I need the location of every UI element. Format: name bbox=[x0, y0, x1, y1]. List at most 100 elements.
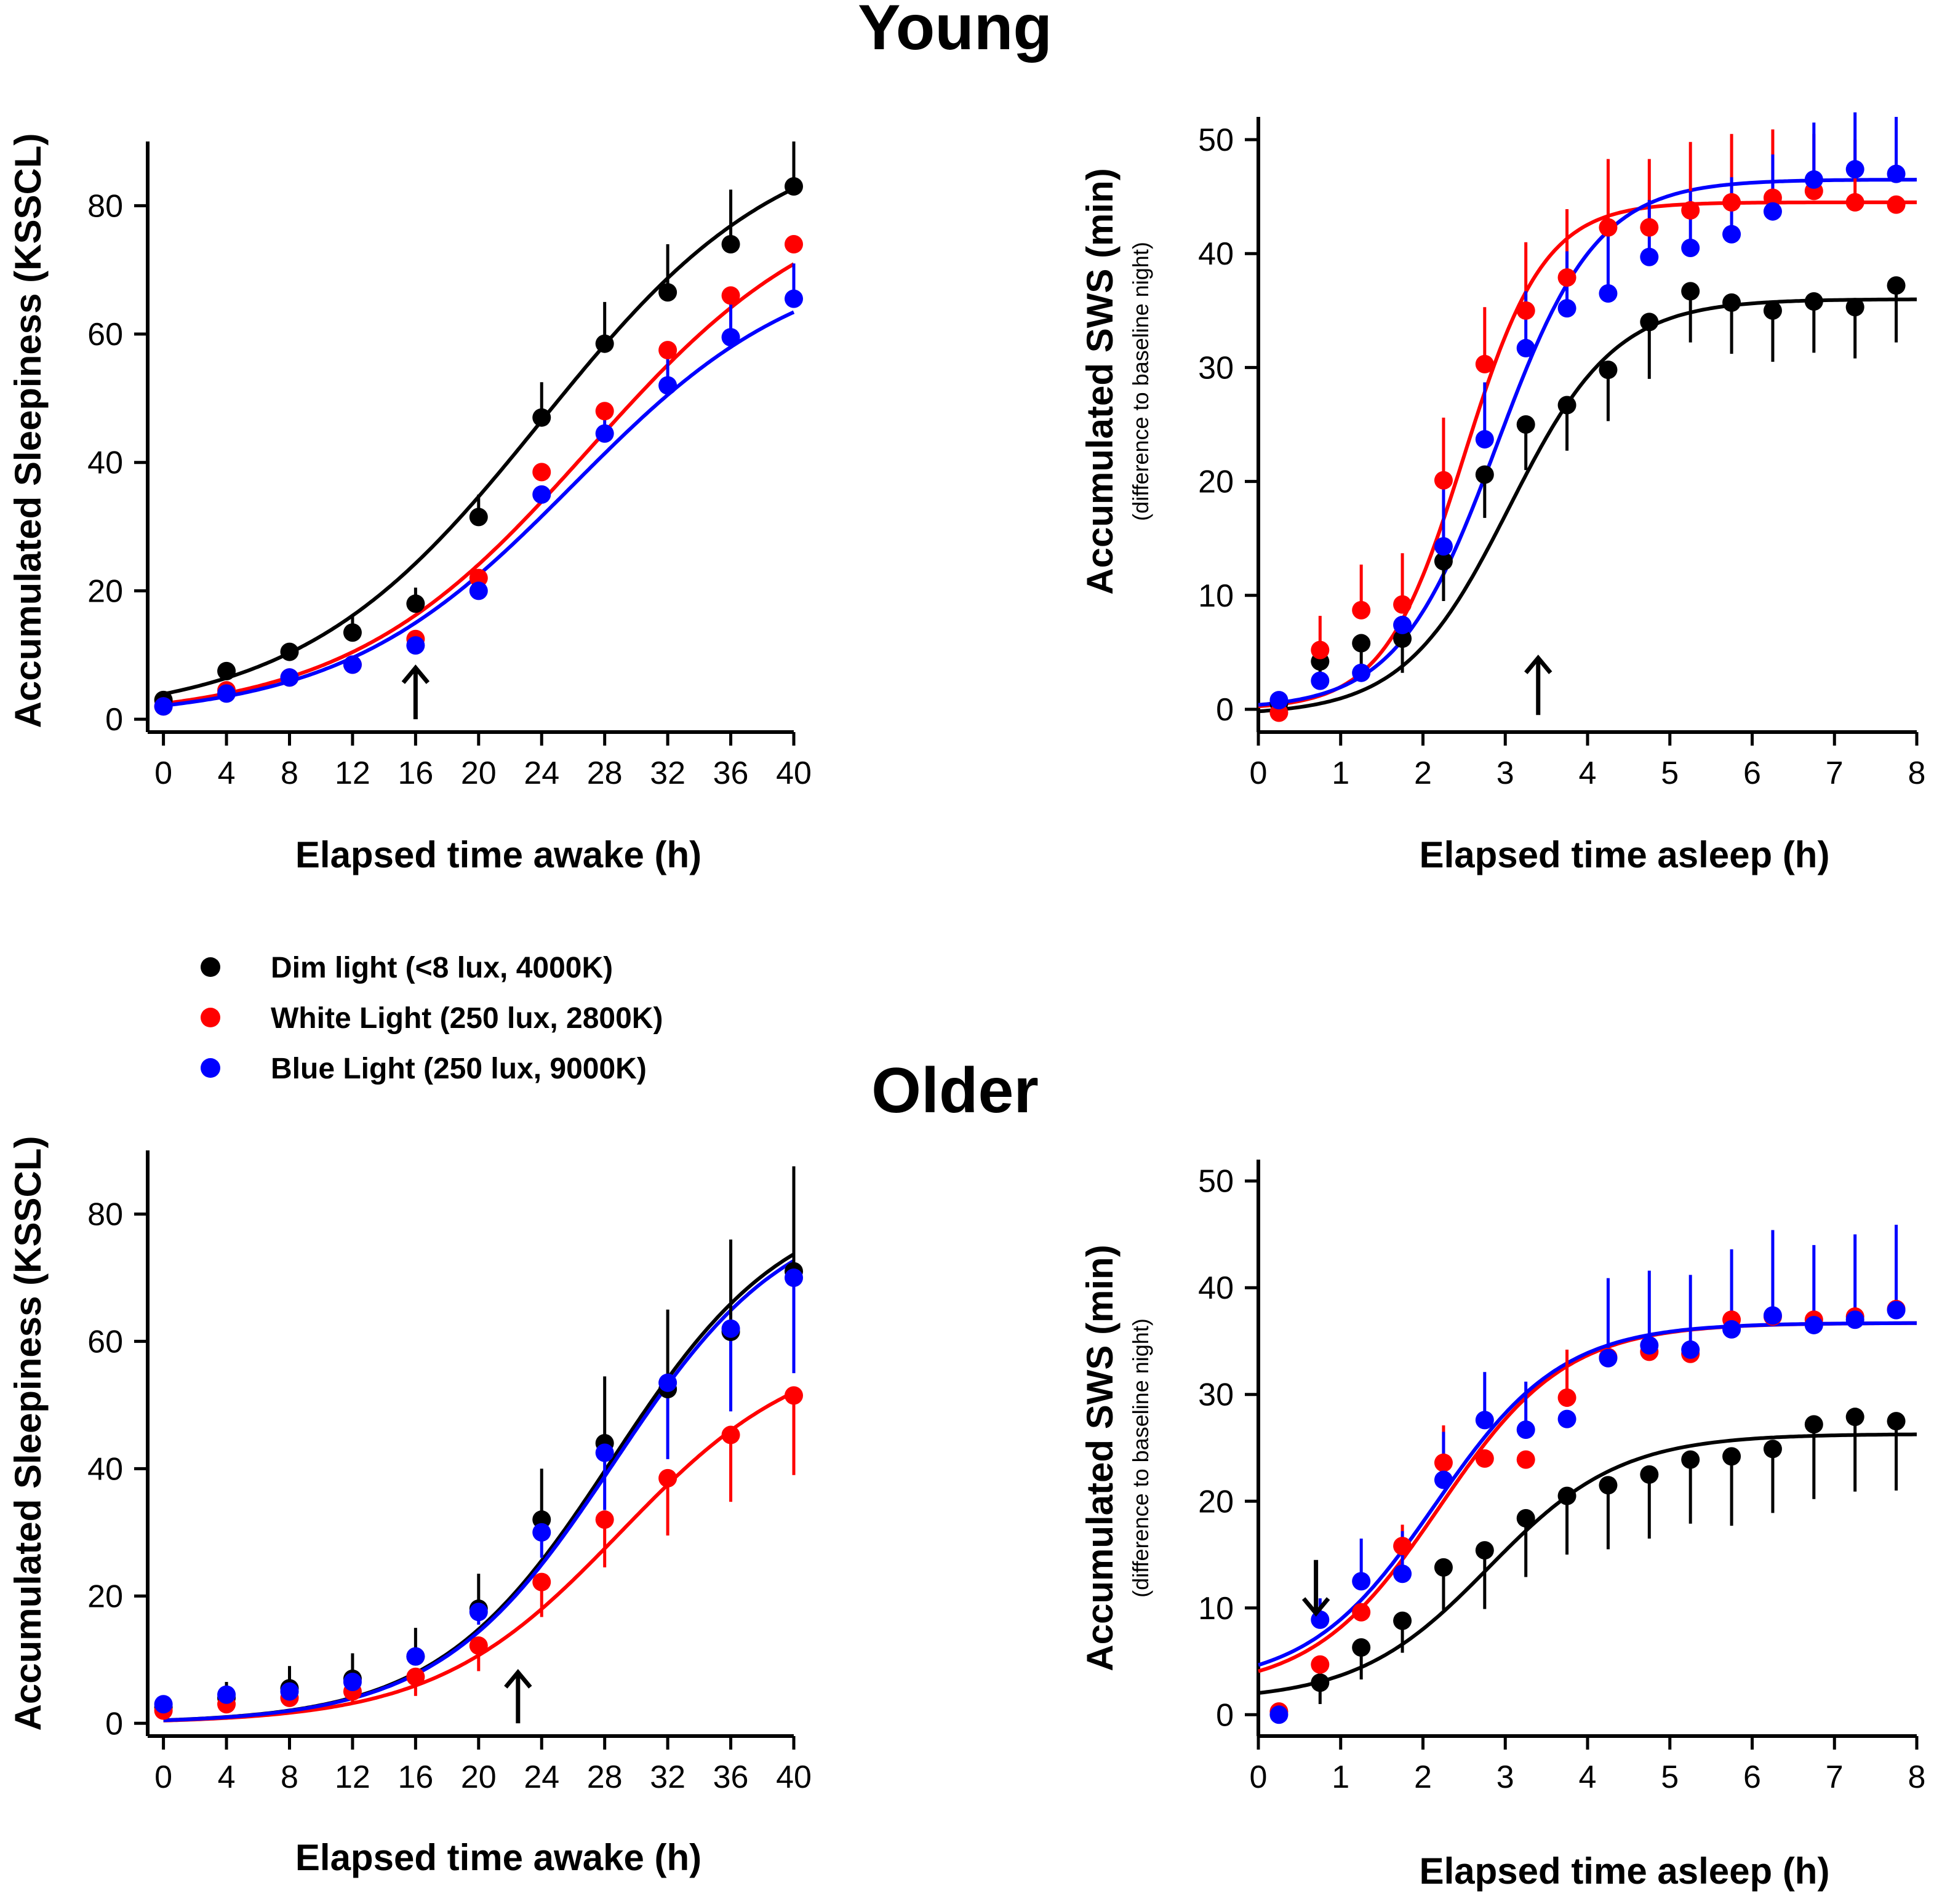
point-dim bbox=[1434, 1558, 1453, 1577]
point-dim bbox=[217, 661, 236, 680]
x-tick-label: 3 bbox=[1496, 755, 1514, 791]
point-blue bbox=[217, 1685, 236, 1704]
data-points bbox=[1269, 160, 1906, 722]
axes bbox=[1245, 117, 1919, 746]
point-dim bbox=[1516, 1509, 1535, 1528]
point-dim bbox=[658, 283, 677, 302]
arrow-marker bbox=[504, 1669, 532, 1724]
error-bars bbox=[225, 1166, 796, 1705]
x-tick-label: 24 bbox=[524, 1759, 559, 1795]
x-tick-label: 12 bbox=[335, 755, 370, 791]
x-tick-label: 2 bbox=[1414, 755, 1432, 791]
point-white bbox=[658, 1468, 677, 1488]
point-white bbox=[1434, 1453, 1453, 1472]
x-tick-label: 0 bbox=[154, 1759, 172, 1795]
x-tick-label: 20 bbox=[461, 755, 497, 791]
group-title-older: Older bbox=[871, 1055, 1039, 1126]
legend-label-blue: Blue Light (250 lux, 9000K) bbox=[271, 1053, 647, 1085]
y-axis-label: Accumulated SWS (min) bbox=[1079, 168, 1121, 594]
x-tick-label: 40 bbox=[776, 1759, 812, 1795]
arrow-head bbox=[504, 1669, 532, 1689]
point-dim bbox=[532, 408, 551, 427]
y-axis-sublabel: (difference to baseline night) bbox=[1128, 242, 1153, 521]
point-dim bbox=[1763, 301, 1782, 320]
x-tick-label: 2 bbox=[1414, 1759, 1432, 1795]
x-tick-label: 20 bbox=[461, 1759, 497, 1795]
point-white bbox=[721, 1425, 740, 1444]
x-tick-label: 5 bbox=[1661, 1759, 1679, 1795]
legend: Dim light (<8 lux, 4000K) White Light (2… bbox=[201, 952, 663, 1085]
point-white bbox=[1557, 268, 1576, 287]
x-tick-label: 28 bbox=[587, 1759, 623, 1795]
point-blue bbox=[1311, 671, 1330, 690]
group-title-young: Young bbox=[858, 0, 1052, 63]
point-blue bbox=[1887, 164, 1906, 183]
point-dim bbox=[595, 334, 614, 353]
x-tick-labels: 0 4 8 12 16 20 24 28 32 36 40 bbox=[154, 1759, 812, 1795]
point-blue bbox=[1269, 1705, 1289, 1724]
point-dim bbox=[1804, 1415, 1823, 1434]
point-blue bbox=[1475, 1411, 1494, 1430]
axes bbox=[134, 1150, 796, 1750]
point-blue bbox=[1763, 1306, 1782, 1325]
point-dim bbox=[1804, 292, 1823, 311]
point-blue bbox=[1599, 1348, 1618, 1368]
x-tick-label: 1 bbox=[1332, 1759, 1349, 1795]
point-blue bbox=[1434, 1470, 1453, 1489]
axes bbox=[1245, 1160, 1919, 1750]
point-blue bbox=[785, 289, 803, 308]
point-white bbox=[532, 1572, 551, 1591]
point-white bbox=[1475, 1449, 1494, 1468]
point-white bbox=[469, 568, 488, 588]
point-blue bbox=[154, 697, 173, 716]
point-dim bbox=[532, 1510, 551, 1529]
point-blue bbox=[1516, 1420, 1535, 1440]
point-blue bbox=[343, 655, 362, 674]
legend-marker-dim bbox=[201, 957, 220, 977]
point-dim bbox=[1887, 276, 1906, 295]
point-dim bbox=[1599, 1476, 1618, 1495]
y-tick-label: 40 bbox=[1198, 236, 1234, 272]
point-blue bbox=[154, 1695, 173, 1714]
y-tick-label: 20 bbox=[87, 573, 123, 609]
point-dim bbox=[1599, 360, 1618, 380]
point-blue bbox=[1763, 202, 1782, 221]
point-blue bbox=[469, 1603, 488, 1622]
point-blue bbox=[1352, 1572, 1371, 1591]
point-dim bbox=[1352, 634, 1371, 653]
point-white bbox=[658, 341, 677, 360]
point-blue bbox=[1557, 1409, 1576, 1428]
y-tick-label: 10 bbox=[1198, 578, 1234, 614]
y-tick-label: 40 bbox=[87, 1451, 123, 1487]
y-tick-label: 40 bbox=[87, 445, 123, 481]
arrow-head bbox=[1524, 655, 1552, 674]
x-tick-label: 16 bbox=[398, 1759, 433, 1795]
point-blue bbox=[721, 328, 740, 347]
point-white bbox=[1311, 1655, 1330, 1674]
point-white bbox=[1640, 218, 1659, 237]
point-dim bbox=[1640, 313, 1659, 332]
point-white bbox=[1887, 195, 1906, 214]
point-blue bbox=[406, 1647, 425, 1666]
point-dim bbox=[1516, 415, 1535, 434]
point-white bbox=[469, 1636, 488, 1655]
point-blue bbox=[1804, 170, 1823, 189]
x-axis-label: Elapsed time asleep (h) bbox=[1420, 834, 1830, 875]
x-tick-label: 7 bbox=[1826, 1759, 1844, 1795]
fit-curves bbox=[1258, 1321, 1917, 1695]
error-bars bbox=[287, 141, 796, 652]
fit-curve-white bbox=[1258, 200, 1917, 709]
point-blue bbox=[1434, 537, 1453, 556]
x-tick-label: 4 bbox=[1579, 755, 1597, 791]
point-blue bbox=[595, 1443, 614, 1462]
point-blue bbox=[343, 1673, 362, 1692]
data-points bbox=[154, 177, 803, 716]
point-dim bbox=[1393, 1611, 1412, 1630]
y-tick-label: 20 bbox=[1198, 464, 1234, 500]
point-blue bbox=[1804, 1315, 1823, 1334]
fit-curves bbox=[162, 186, 795, 707]
point-dim bbox=[469, 508, 488, 527]
legend-label-white: White Light (250 lux, 2800K) bbox=[271, 1002, 663, 1035]
y-tick-label: 20 bbox=[87, 1579, 123, 1614]
point-dim bbox=[406, 594, 425, 613]
